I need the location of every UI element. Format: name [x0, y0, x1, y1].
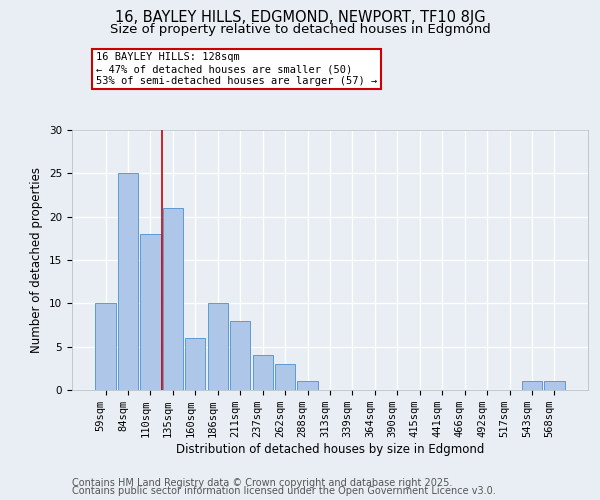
Bar: [544, 382, 565, 390]
X-axis label: Distribution of detached houses by size in Edgmond: Distribution of detached houses by size …: [176, 443, 484, 456]
Bar: [118, 174, 138, 390]
Text: Contains HM Land Registry data © Crown copyright and database right 2025.: Contains HM Land Registry data © Crown c…: [72, 478, 452, 488]
Text: Contains public sector information licensed under the Open Government Licence v3: Contains public sector information licen…: [72, 486, 496, 496]
Text: 16, BAYLEY HILLS, EDGMOND, NEWPORT, TF10 8JG: 16, BAYLEY HILLS, EDGMOND, NEWPORT, TF10…: [115, 10, 485, 25]
Bar: [275, 364, 295, 390]
Bar: [522, 382, 542, 390]
Bar: [163, 208, 183, 390]
Text: Size of property relative to detached houses in Edgmond: Size of property relative to detached ho…: [110, 22, 490, 36]
Text: 16 BAYLEY HILLS: 128sqm
← 47% of detached houses are smaller (50)
53% of semi-de: 16 BAYLEY HILLS: 128sqm ← 47% of detache…: [96, 52, 377, 86]
Bar: [95, 304, 116, 390]
Bar: [185, 338, 205, 390]
Bar: [253, 356, 273, 390]
Bar: [230, 320, 250, 390]
Y-axis label: Number of detached properties: Number of detached properties: [31, 167, 43, 353]
Bar: [140, 234, 161, 390]
Bar: [298, 382, 317, 390]
Bar: [208, 304, 228, 390]
